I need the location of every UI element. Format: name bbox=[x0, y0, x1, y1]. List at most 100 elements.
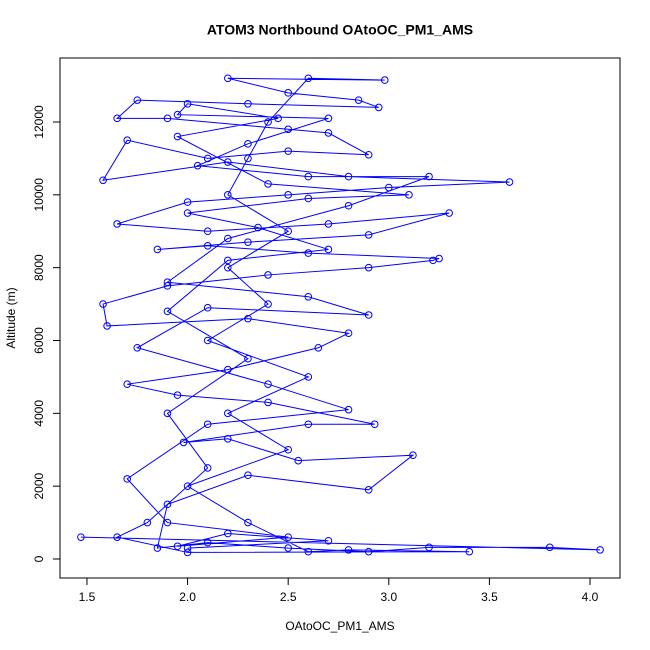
point bbox=[163, 114, 172, 123]
point bbox=[203, 464, 212, 472]
point bbox=[284, 533, 292, 541]
point bbox=[374, 103, 383, 112]
point bbox=[465, 547, 474, 556]
x-axis-label: OAtoOC_PM1_AMS bbox=[285, 619, 394, 633]
point bbox=[284, 445, 292, 454]
point bbox=[284, 89, 292, 97]
point bbox=[364, 311, 373, 319]
y-tick-label: 6000 bbox=[32, 327, 46, 354]
point bbox=[304, 172, 313, 181]
point bbox=[123, 136, 132, 144]
point bbox=[324, 114, 333, 123]
point bbox=[254, 223, 262, 232]
point bbox=[224, 435, 232, 443]
x-tick-label: 2.0 bbox=[179, 590, 196, 604]
point bbox=[284, 125, 292, 134]
point bbox=[264, 271, 272, 279]
point bbox=[173, 132, 182, 141]
point bbox=[173, 110, 182, 119]
point bbox=[183, 482, 192, 490]
point bbox=[304, 373, 313, 381]
point bbox=[163, 278, 172, 287]
point bbox=[364, 150, 373, 159]
point bbox=[183, 99, 192, 108]
point bbox=[224, 263, 232, 272]
point bbox=[324, 129, 333, 137]
point bbox=[224, 529, 232, 538]
y-tick-label: 8000 bbox=[32, 254, 46, 281]
point bbox=[244, 99, 252, 108]
point bbox=[344, 329, 353, 338]
point bbox=[384, 183, 393, 192]
point bbox=[244, 154, 252, 163]
point bbox=[203, 154, 212, 163]
point bbox=[203, 336, 212, 345]
y-tick-label: 10000 bbox=[32, 178, 46, 212]
point bbox=[324, 536, 333, 545]
x-tick-label: 1.5 bbox=[79, 590, 96, 604]
point bbox=[409, 451, 417, 460]
point bbox=[344, 201, 353, 210]
point bbox=[264, 180, 272, 188]
point bbox=[244, 354, 252, 363]
point bbox=[203, 303, 212, 312]
point bbox=[344, 172, 353, 181]
point bbox=[274, 114, 282, 123]
point bbox=[505, 178, 514, 186]
point bbox=[284, 544, 292, 552]
point bbox=[364, 547, 373, 556]
point bbox=[203, 538, 212, 547]
point bbox=[284, 191, 292, 199]
point bbox=[264, 380, 272, 388]
point bbox=[304, 547, 313, 556]
point bbox=[244, 471, 252, 480]
point bbox=[364, 485, 373, 494]
x-tick-label: 4.0 bbox=[582, 590, 599, 604]
y-tick-label: 12000 bbox=[32, 105, 46, 139]
y-tick-label: 0 bbox=[32, 555, 46, 562]
point bbox=[173, 391, 182, 399]
point bbox=[77, 533, 85, 541]
point bbox=[224, 409, 232, 418]
point bbox=[113, 533, 121, 541]
series-line bbox=[80, 77, 601, 553]
point bbox=[99, 300, 107, 308]
y-axis-label: Altitude (m) bbox=[4, 287, 18, 348]
point bbox=[596, 546, 604, 554]
point bbox=[163, 409, 172, 418]
point bbox=[264, 118, 272, 126]
point bbox=[244, 314, 252, 323]
point bbox=[364, 231, 373, 239]
point bbox=[545, 543, 554, 552]
point bbox=[364, 263, 373, 272]
point bbox=[183, 544, 192, 552]
point bbox=[284, 227, 292, 236]
point bbox=[179, 438, 188, 447]
point bbox=[123, 380, 132, 388]
point bbox=[163, 518, 172, 527]
point bbox=[153, 544, 162, 552]
point bbox=[425, 172, 433, 181]
point bbox=[163, 500, 172, 509]
x-tick-label: 3.0 bbox=[380, 590, 397, 604]
point bbox=[304, 292, 313, 301]
point bbox=[224, 158, 232, 166]
point bbox=[133, 343, 142, 352]
point bbox=[203, 420, 212, 429]
point bbox=[173, 542, 182, 551]
point bbox=[244, 140, 252, 148]
point bbox=[304, 420, 313, 429]
point bbox=[163, 282, 172, 290]
point bbox=[405, 191, 413, 199]
point bbox=[143, 518, 152, 527]
point bbox=[324, 245, 333, 254]
point bbox=[99, 176, 107, 185]
y-tick-label: 4000 bbox=[32, 400, 46, 427]
point bbox=[113, 220, 121, 228]
point bbox=[183, 198, 192, 206]
point bbox=[304, 74, 313, 83]
point bbox=[435, 254, 443, 263]
point bbox=[224, 191, 232, 199]
plot-frame bbox=[59, 57, 621, 579]
point bbox=[380, 76, 389, 84]
